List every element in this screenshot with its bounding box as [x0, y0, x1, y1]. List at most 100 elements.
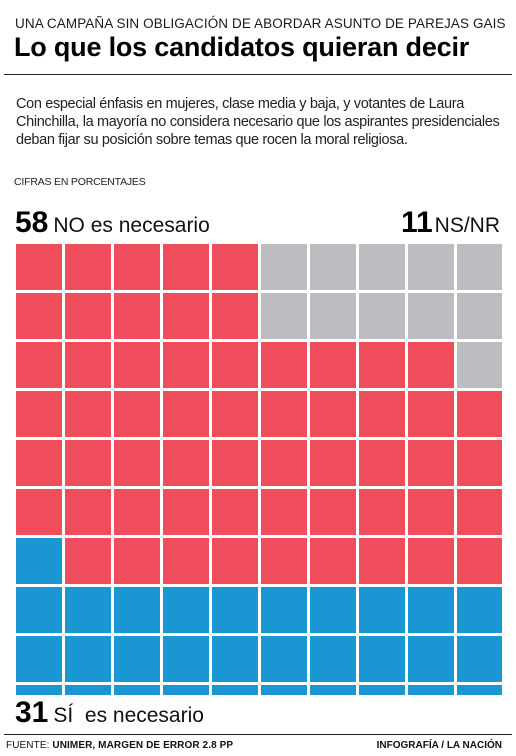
waffle-cell-no [310, 342, 356, 388]
waffle-cell-si [310, 587, 356, 633]
waffle-cell-no [212, 489, 258, 535]
waffle-cell-si [408, 685, 454, 695]
waffle-cell-si [163, 636, 209, 682]
waffle-cell-si [310, 685, 356, 695]
units-note: CIFRAS EN PORCENTAJES [14, 176, 146, 188]
waffle-cell-si [65, 685, 111, 695]
waffle-cell-no [163, 293, 209, 339]
waffle-cell-nsnr [457, 293, 502, 339]
waffle-cell-no [212, 293, 258, 339]
label-nsnr-value: 11 [400, 206, 433, 239]
waffle-cell-no [359, 440, 405, 486]
waffle-cell-no [212, 342, 258, 388]
waffle-cell-no [261, 538, 307, 584]
waffle-cell-no [310, 538, 356, 584]
waffle-cell-no [163, 489, 209, 535]
waffle-cell-no [16, 293, 62, 339]
waffle-cell-no [163, 244, 209, 290]
waffle-cell-no [457, 489, 502, 535]
header-rule [4, 74, 512, 75]
waffle-cell-no [408, 489, 454, 535]
waffle-cell-no [310, 489, 356, 535]
waffle-cell-no [65, 293, 111, 339]
waffle-cell-no [16, 489, 62, 535]
waffle-cell-no [163, 391, 209, 437]
waffle-cell-no [212, 440, 258, 486]
waffle-cell-no [65, 342, 111, 388]
label-si-text: SÍ es necesario [53, 704, 204, 727]
waffle-cell-si [457, 636, 502, 682]
waffle-cell-no [114, 342, 160, 388]
waffle-cell-nsnr [261, 244, 307, 290]
waffle-cell-no [114, 244, 160, 290]
waffle-cell-si [65, 636, 111, 682]
waffle-cell-no [65, 244, 111, 290]
waffle-cell-no [114, 489, 160, 535]
waffle-cell-nsnr [359, 244, 405, 290]
label-nsnr: 11NS/NR [401, 206, 500, 240]
waffle-cell-nsnr [408, 293, 454, 339]
waffle-cell-si [212, 636, 258, 682]
footer-rule [4, 734, 512, 735]
waffle-cell-si [261, 587, 307, 633]
waffle-cell-si [114, 587, 160, 633]
label-si-value: 31 [15, 696, 49, 729]
waffle-cell-no [261, 489, 307, 535]
label-no-text: NO es necesario [53, 214, 210, 237]
waffle-cell-no [359, 391, 405, 437]
waffle-cell-si [163, 685, 209, 695]
label-no-value: 58 [15, 206, 49, 239]
waffle-cell-no [114, 391, 160, 437]
waffle-cell-si [457, 685, 502, 695]
waffle-cell-no [114, 538, 160, 584]
waffle-cell-no [261, 342, 307, 388]
waffle-cell-no [261, 391, 307, 437]
waffle-cell-si [212, 685, 258, 695]
waffle-cell-si [261, 636, 307, 682]
waffle-cell-nsnr [408, 244, 454, 290]
footer-credit-prefix: INFOGRAFÍA / [376, 740, 445, 751]
waffle-cell-no [16, 440, 62, 486]
kicker: UNA CAMPAÑA SIN OBLIGACIÓN DE ABORDAR AS… [15, 16, 506, 31]
waffle-cell-si [359, 685, 405, 695]
waffle-cell-si [457, 587, 502, 633]
footer-credit-brand: LA NACIÓN [446, 740, 502, 751]
waffle-cell-si [310, 636, 356, 682]
waffle-cell-no [359, 538, 405, 584]
waffle-cell-nsnr [359, 293, 405, 339]
waffle-cell-no [65, 391, 111, 437]
waffle-cell-si [359, 636, 405, 682]
waffle-cell-si [16, 685, 62, 695]
waffle-cell-no [163, 342, 209, 388]
waffle-cell-si [114, 636, 160, 682]
waffle-cell-no [114, 440, 160, 486]
waffle-cell-no [457, 440, 502, 486]
waffle-cell-si [408, 636, 454, 682]
waffle-cell-no [65, 489, 111, 535]
waffle-cell-no [310, 440, 356, 486]
waffle-cell-no [359, 489, 405, 535]
waffle-cell-no [163, 440, 209, 486]
waffle-cell-nsnr [261, 293, 307, 339]
waffle-cell-no [65, 538, 111, 584]
waffle-cell-no [212, 538, 258, 584]
waffle-cell-nsnr [310, 293, 356, 339]
label-nsnr-text: NS/NR [434, 214, 500, 237]
waffle-cell-no [359, 342, 405, 388]
waffle-cell-no [261, 440, 307, 486]
waffle-cell-nsnr [457, 342, 502, 388]
footer-credit: INFOGRAFÍA / LA NACIÓN [377, 740, 502, 751]
waffle-cell-no [457, 391, 502, 437]
label-si: 31 SÍ es necesario [15, 696, 204, 730]
waffle-cell-si [16, 636, 62, 682]
waffle-cell-nsnr [310, 244, 356, 290]
footer-source-label: FUENTE: [6, 740, 50, 751]
intro-text: Con especial énfasis en mujeres, clase m… [16, 96, 500, 148]
waffle-cell-no [408, 342, 454, 388]
waffle-cell-no [408, 391, 454, 437]
waffle-chart [16, 244, 502, 695]
waffle-cell-no [114, 293, 160, 339]
waffle-cell-si [163, 587, 209, 633]
waffle-cell-si [16, 587, 62, 633]
label-no: 58 NO es necesario [15, 206, 210, 240]
